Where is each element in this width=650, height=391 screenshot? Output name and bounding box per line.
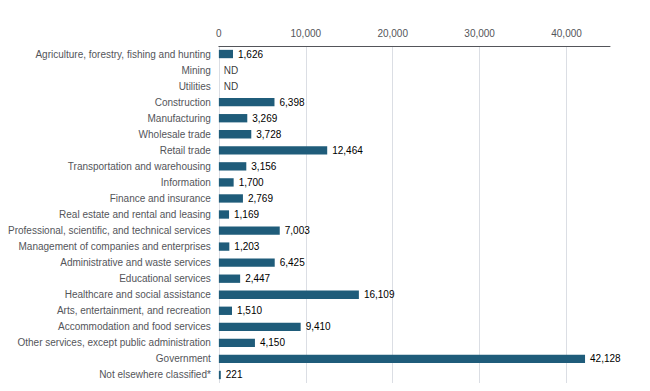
svg-text:20,000: 20,000	[377, 28, 408, 39]
svg-text:Wholesale trade: Wholesale trade	[139, 129, 212, 140]
svg-text:0: 0	[216, 28, 222, 39]
svg-text:2,769: 2,769	[248, 193, 273, 204]
svg-text:Mining: Mining	[181, 65, 210, 76]
svg-text:ND: ND	[224, 81, 238, 92]
svg-text:1,626: 1,626	[238, 49, 263, 60]
svg-text:ND: ND	[224, 65, 238, 76]
svg-text:Transportation and warehousing: Transportation and warehousing	[68, 161, 211, 172]
svg-text:Other services, except public: Other services, except public administra…	[17, 337, 210, 348]
svg-text:40,000: 40,000	[551, 28, 582, 39]
svg-text:3,269: 3,269	[252, 113, 277, 124]
svg-text:Administrative and waste servi: Administrative and waste services	[60, 257, 211, 268]
svg-text:16,109: 16,109	[364, 289, 395, 300]
svg-text:1,510: 1,510	[237, 305, 262, 316]
svg-text:Government: Government	[156, 353, 211, 364]
svg-text:7,003: 7,003	[285, 225, 310, 236]
svg-text:Construction: Construction	[155, 97, 211, 108]
svg-text:Arts, entertainment, and recre: Arts, entertainment, and recreation	[57, 305, 211, 316]
svg-text:4,150: 4,150	[260, 337, 285, 348]
svg-text:Real estate and rental and lea: Real estate and rental and leasing	[59, 209, 211, 220]
svg-text:12,464: 12,464	[332, 145, 363, 156]
svg-text:Professional, scientific, and: Professional, scientific, and technical …	[8, 225, 211, 236]
svg-text:Retail trade: Retail trade	[160, 145, 212, 156]
svg-text:9,410: 9,410	[306, 321, 331, 332]
svg-text:Educational services: Educational services	[119, 273, 211, 284]
svg-text:2,447: 2,447	[245, 273, 270, 284]
svg-text:10,000: 10,000	[290, 28, 321, 39]
svg-text:Finance and insurance: Finance and insurance	[110, 193, 212, 204]
svg-text:221: 221	[226, 369, 243, 380]
svg-text:Agriculture, forestry, fishing: Agriculture, forestry, fishing and hunti…	[35, 49, 210, 60]
svg-text:Management of companies and en: Management of companies and enterprises	[19, 241, 211, 252]
svg-text:Healthcare and social assistan: Healthcare and social assistance	[65, 289, 212, 300]
svg-text:Utilities: Utilities	[179, 81, 211, 92]
svg-text:1,169: 1,169	[234, 209, 259, 220]
svg-text:6,425: 6,425	[280, 257, 305, 268]
svg-text:42,128: 42,128	[590, 353, 621, 364]
svg-text:1,203: 1,203	[234, 241, 259, 252]
svg-text:Accommodation and food service: Accommodation and food services	[58, 321, 211, 332]
svg-text:1,700: 1,700	[239, 177, 264, 188]
svg-text:3,728: 3,728	[256, 129, 281, 140]
svg-text:30,000: 30,000	[464, 28, 495, 39]
svg-text:Information: Information	[161, 177, 211, 188]
svg-text:3,156: 3,156	[251, 161, 276, 172]
svg-text:Manufacturing: Manufacturing	[147, 113, 210, 124]
svg-text:6,398: 6,398	[279, 97, 304, 108]
svg-text:Not elsewhere classified*: Not elsewhere classified*	[99, 369, 211, 380]
